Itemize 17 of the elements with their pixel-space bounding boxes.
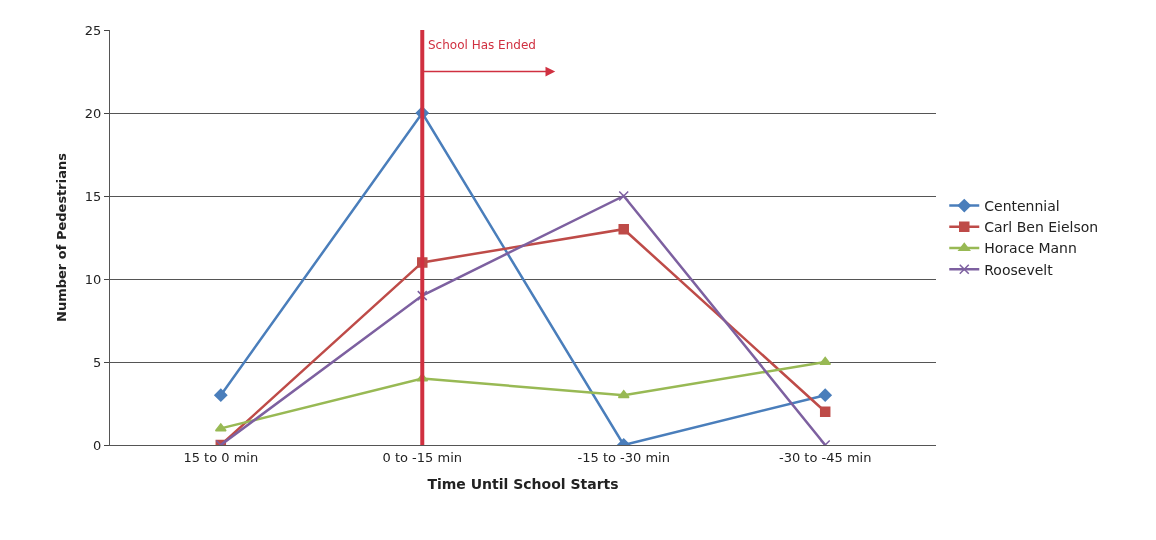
x-tick-label: -15 to -30 min (577, 449, 670, 465)
x-tick-label: -30 to -45 min (778, 449, 872, 465)
legend-label: Carl Ben Eielson (984, 219, 1099, 236)
y-tick-label: 15 (84, 188, 102, 204)
legend-label: Centennial (984, 198, 1060, 215)
y-tick-label: 5 (93, 354, 102, 370)
x-axis-title: Time Until School Starts (427, 475, 619, 492)
x-tick-label: 0 to -15 min (382, 449, 462, 465)
legend-label: Horace Mann (984, 240, 1077, 257)
y-tick-label: 20 (84, 105, 102, 121)
y-tick-label: 25 (84, 22, 102, 38)
y-tick-label: 10 (84, 271, 102, 287)
y-tick-label: 0 (93, 437, 102, 453)
ref-line-label: School Has Ended (428, 38, 536, 52)
y-axis-title: Number of Pedestrians (53, 152, 69, 322)
x-tick-label: 15 to 0 min (183, 449, 259, 465)
legend-label: Roosevelt (984, 261, 1054, 278)
